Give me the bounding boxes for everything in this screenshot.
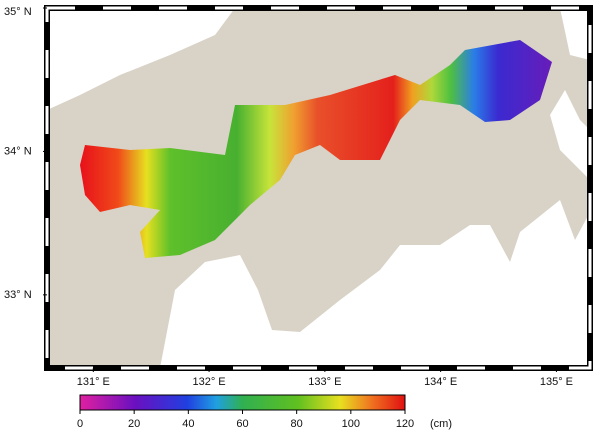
colorbar-tick-label: 120 [396,418,414,430]
lat-label: 33° N [4,289,32,301]
lon-label: 132° E [193,376,226,388]
colorbar-tick-label: 80 [291,418,303,430]
sea [160,200,590,368]
lat-label: 34° N [4,145,32,157]
colorbar-tick-label: 60 [236,418,248,430]
colorbar-unit: (cm) [430,418,452,430]
colorbar-tick-label: 0 [77,418,83,430]
colorbar-tick-label: 40 [182,418,194,430]
map-area [47,8,590,368]
lon-label: 135° E [540,376,573,388]
inland-sea [80,40,552,258]
lon-label: 131° E [77,376,110,388]
lon-label: 134° E [424,376,457,388]
sea [560,8,590,60]
colorbar-tick-label: 100 [342,418,360,430]
sea [550,90,590,180]
sea [47,8,235,110]
colorbar-tick-label: 20 [128,418,140,430]
colorbar [79,394,406,411]
map-frame-pattern [45,6,592,370]
lat-label: 35° N [4,6,32,18]
lon-label: 133° E [308,376,341,388]
